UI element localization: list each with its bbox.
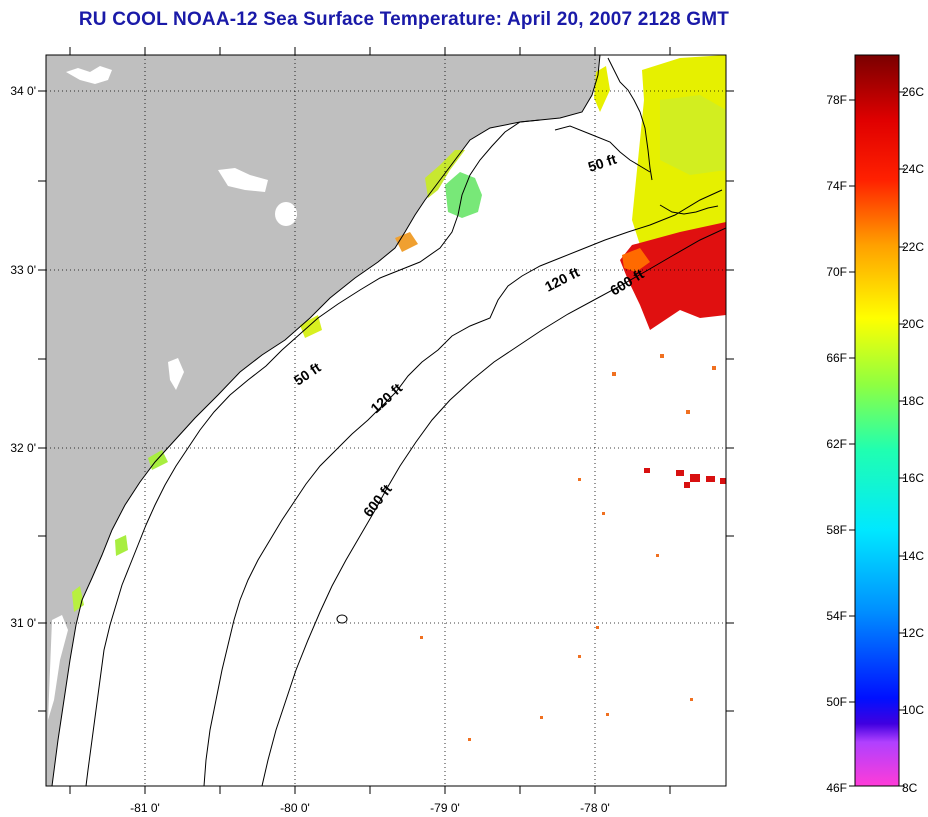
isobath-600ft — [261, 227, 726, 786]
cbar-f-78: 78F — [826, 93, 847, 107]
cbar-f-74: 74F — [826, 179, 847, 193]
axis-ticks — [38, 47, 734, 794]
isobath-120ft — [203, 189, 723, 786]
graticule — [46, 55, 726, 786]
cbar-c-24: 24C — [902, 162, 924, 176]
lon-label-81: -81 0' — [130, 801, 160, 815]
cbar-c-10: 10C — [902, 703, 924, 717]
cbar-c-14: 14C — [902, 549, 924, 563]
colorbar-gradient — [854, 54, 900, 787]
lat-label-31: 31 0' — [10, 616, 36, 630]
lat-label-34: 34 0' — [10, 84, 36, 98]
outer-banks-coast — [607, 57, 653, 181]
lon-label-79: -79 0' — [430, 801, 460, 815]
cbar-c-26: 26C — [902, 85, 924, 99]
cbar-f-50: 50F — [826, 695, 847, 709]
cbar-c-22: 22C — [902, 240, 924, 254]
land-cloud-patches — [48, 66, 297, 720]
sst-green-patch — [445, 172, 482, 218]
cbar-f-62: 62F — [826, 437, 847, 451]
cbar-f-66: 66F — [826, 351, 847, 365]
cbar-c-16: 16C — [902, 471, 924, 485]
isobath-50ft — [85, 119, 651, 786]
map-area — [46, 55, 726, 786]
cbar-c-8: 8C — [902, 781, 918, 795]
lat-label-33: 33 0' — [10, 263, 36, 277]
lat-label-32: 32 0' — [10, 441, 36, 455]
colorbar: 78F 74F 70F 66F 62F 58F 54F 50F 46F 26C … — [826, 54, 924, 795]
land-mass — [46, 55, 600, 786]
cbar-c-12: 12C — [902, 626, 924, 640]
cbar-c-18: 18C — [902, 394, 924, 408]
sst-red-patch — [620, 222, 726, 330]
cbar-f-54: 54F — [826, 609, 847, 623]
cbar-f-70: 70F — [826, 265, 847, 279]
sst-data-layer — [72, 55, 726, 741]
lon-label-78: -78 0' — [580, 801, 610, 815]
cbar-f-58: 58F — [826, 523, 847, 537]
coastline — [51, 55, 601, 786]
cbar-c-20: 20C — [902, 317, 924, 331]
cbar-f-46: 46F — [826, 781, 847, 795]
map-title: RU COOL NOAA-12 Sea Surface Temperature:… — [78, 9, 730, 30]
lon-label-80: -80 0' — [280, 801, 310, 815]
map-frame — [45, 54, 727, 787]
